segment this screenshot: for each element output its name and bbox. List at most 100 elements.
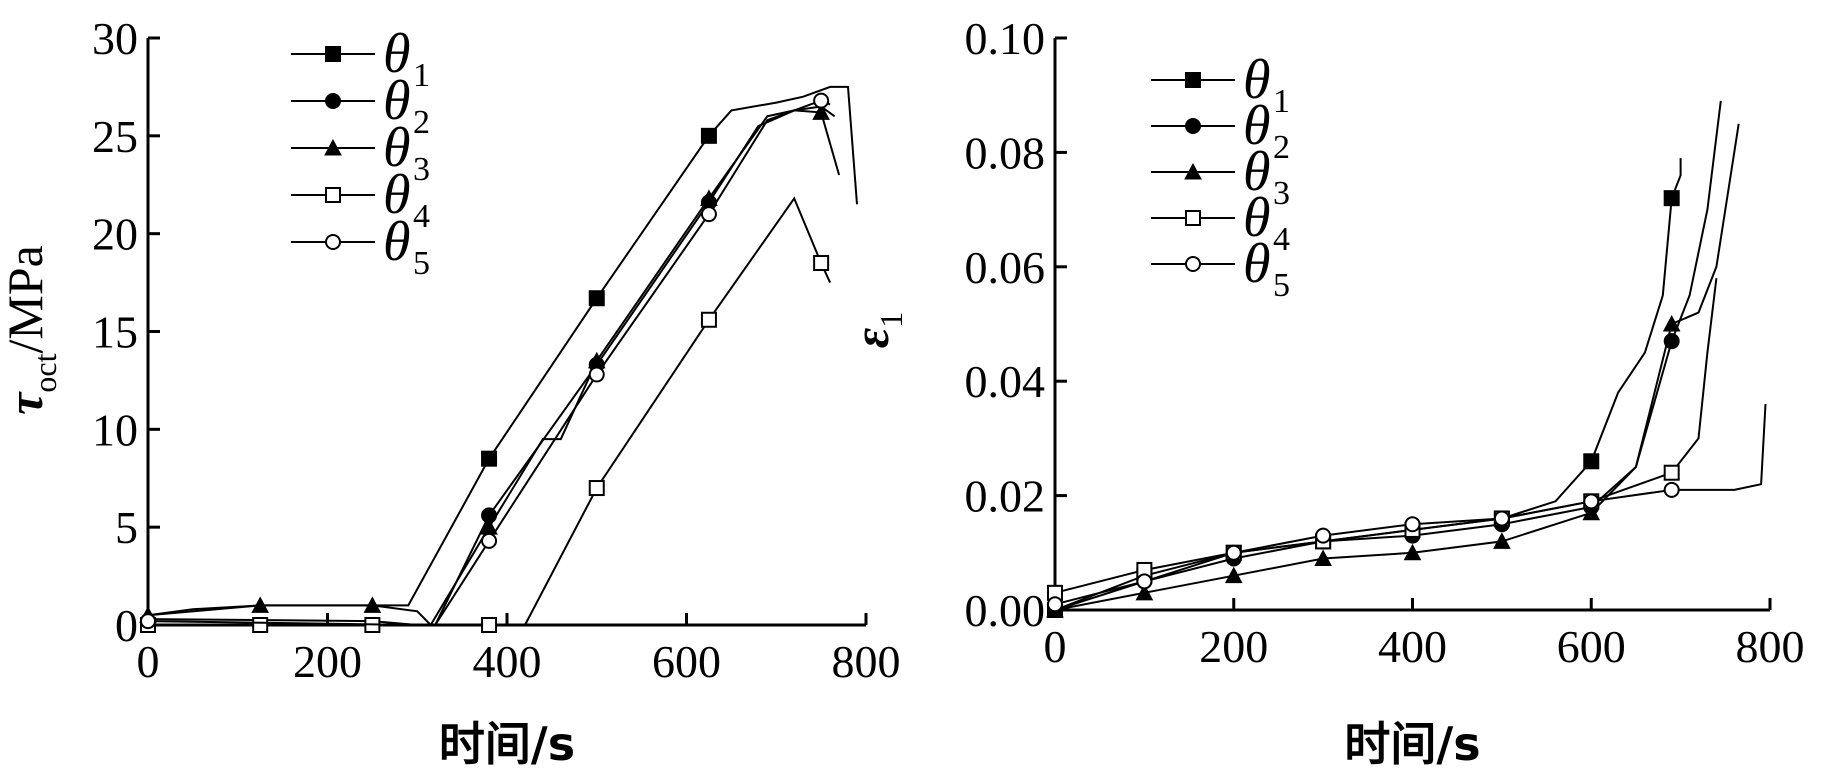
legend-subscript: 1 [413, 57, 430, 94]
legend-subscript: 1 [1273, 83, 1290, 120]
series-4-point [1663, 464, 1680, 481]
series-3-point [700, 189, 718, 206]
series-5-point [1583, 493, 1600, 510]
y-tick-label: 0.04 [965, 356, 1046, 407]
series-3-point [1582, 503, 1601, 521]
x-tick-label: 800 [832, 636, 901, 687]
x-tick-label: 400 [473, 636, 542, 687]
series-line-5 [147, 99, 831, 626]
series-line-1 [147, 85, 858, 617]
series-5-point [813, 92, 830, 109]
series-1-point [588, 290, 605, 307]
series-5-point [1493, 510, 1510, 527]
series-4-point [813, 255, 830, 272]
series-line-1 [1054, 158, 1682, 611]
series-line-4 [148, 196, 832, 626]
series-4-point [252, 617, 269, 633]
series-3-point [1662, 314, 1681, 332]
series-4-point [700, 311, 717, 328]
legend-subscript: 4 [1273, 221, 1290, 258]
series-5-point [700, 206, 717, 223]
x-tick-label: 0 [137, 636, 160, 687]
y-tick-label: 30 [92, 13, 138, 64]
y-tick-label: 15 [92, 307, 138, 358]
legend-marker [325, 46, 341, 62]
legend-subscript: 2 [1273, 129, 1290, 166]
x-tick-label: 800 [1736, 621, 1805, 672]
legend-label: θ [383, 164, 411, 226]
x-tick-label: 600 [1557, 621, 1626, 672]
y-axis-label: τoct/MPa [0, 245, 63, 415]
legend-label: θ [383, 117, 411, 179]
series-1-point [700, 127, 717, 144]
series-5-point [1136, 573, 1153, 590]
x-tick-label: 400 [1378, 621, 1447, 672]
series-line-3 [147, 109, 841, 627]
series-1-point [1583, 453, 1600, 470]
legend-subscript: 5 [1273, 267, 1290, 304]
series-3-point [363, 596, 382, 613]
y-tick-label: 0.06 [965, 242, 1046, 293]
series-1-point [1663, 190, 1680, 207]
series-3-point [1493, 532, 1511, 549]
series-5-point [588, 366, 605, 383]
legend-marker [325, 187, 341, 203]
series-5-point [1663, 481, 1680, 498]
legend-subscript: 4 [413, 198, 430, 235]
legend-subscript: 5 [413, 245, 430, 282]
x-tick-label: 600 [652, 636, 721, 687]
legend-marker [325, 93, 341, 109]
x-axis-label: 时间/s [439, 717, 575, 771]
legend-marker [325, 234, 341, 250]
series-5-point [1047, 596, 1063, 613]
y-tick-label: 20 [92, 209, 138, 260]
series-4-point [588, 480, 605, 497]
y-tick-label: 25 [92, 111, 138, 162]
series-3-point [1135, 583, 1154, 601]
series-5-point [140, 613, 156, 630]
x-tick-label: 0 [1044, 621, 1067, 672]
legend-label: θ [1243, 141, 1271, 203]
legend-subscript: 3 [1273, 175, 1290, 212]
legend-marker [324, 138, 342, 156]
y-tick-label: 5 [115, 502, 138, 553]
y-tick-label: 0.08 [965, 127, 1046, 178]
y-tick-label: 10 [92, 404, 138, 455]
x-tick-label: 200 [1199, 621, 1268, 672]
y-tick-label: 0 [115, 600, 138, 651]
legend-label: θ [383, 211, 411, 273]
series-line-5 [1054, 404, 1767, 606]
series-line-2 [1054, 100, 1722, 611]
series-5-point [1225, 544, 1242, 561]
x-tick-label: 200 [293, 636, 362, 687]
chart-strain: 0 200 400 600 800 0.00 0.02 0.04 0.06 0.08 0.10 时间/… [843, 13, 1805, 771]
series-3-point [1314, 549, 1332, 567]
series-4-point [481, 617, 498, 633]
legend-marker [1185, 118, 1201, 134]
legend-label: θ [383, 23, 411, 85]
series-1-point [481, 450, 498, 467]
y-tick-label: 0.00 [965, 585, 1046, 636]
series-5-point [1315, 527, 1332, 544]
legend-label: θ [383, 70, 411, 132]
series-3-point [1224, 566, 1243, 584]
legend-label: θ [1243, 95, 1271, 157]
legend-marker [1185, 72, 1201, 88]
series-line-4 [1054, 278, 1718, 594]
series-5-point [481, 532, 498, 549]
series-5-point [1404, 516, 1421, 533]
series-3-point [1403, 543, 1422, 561]
legend-label: θ [1243, 49, 1271, 111]
legend-subscript: 2 [413, 104, 430, 141]
y-tick-label: 0.02 [965, 471, 1046, 522]
x-axis-label: 时间/s [1344, 717, 1480, 771]
series-3-point [251, 596, 270, 613]
legend-label: θ [1243, 187, 1271, 249]
y-tick-label: 0.10 [965, 13, 1046, 64]
series-3-point [812, 103, 830, 120]
legend-label: θ [1243, 233, 1271, 295]
legend-marker [1185, 256, 1201, 272]
legend-marker [1184, 162, 1202, 180]
